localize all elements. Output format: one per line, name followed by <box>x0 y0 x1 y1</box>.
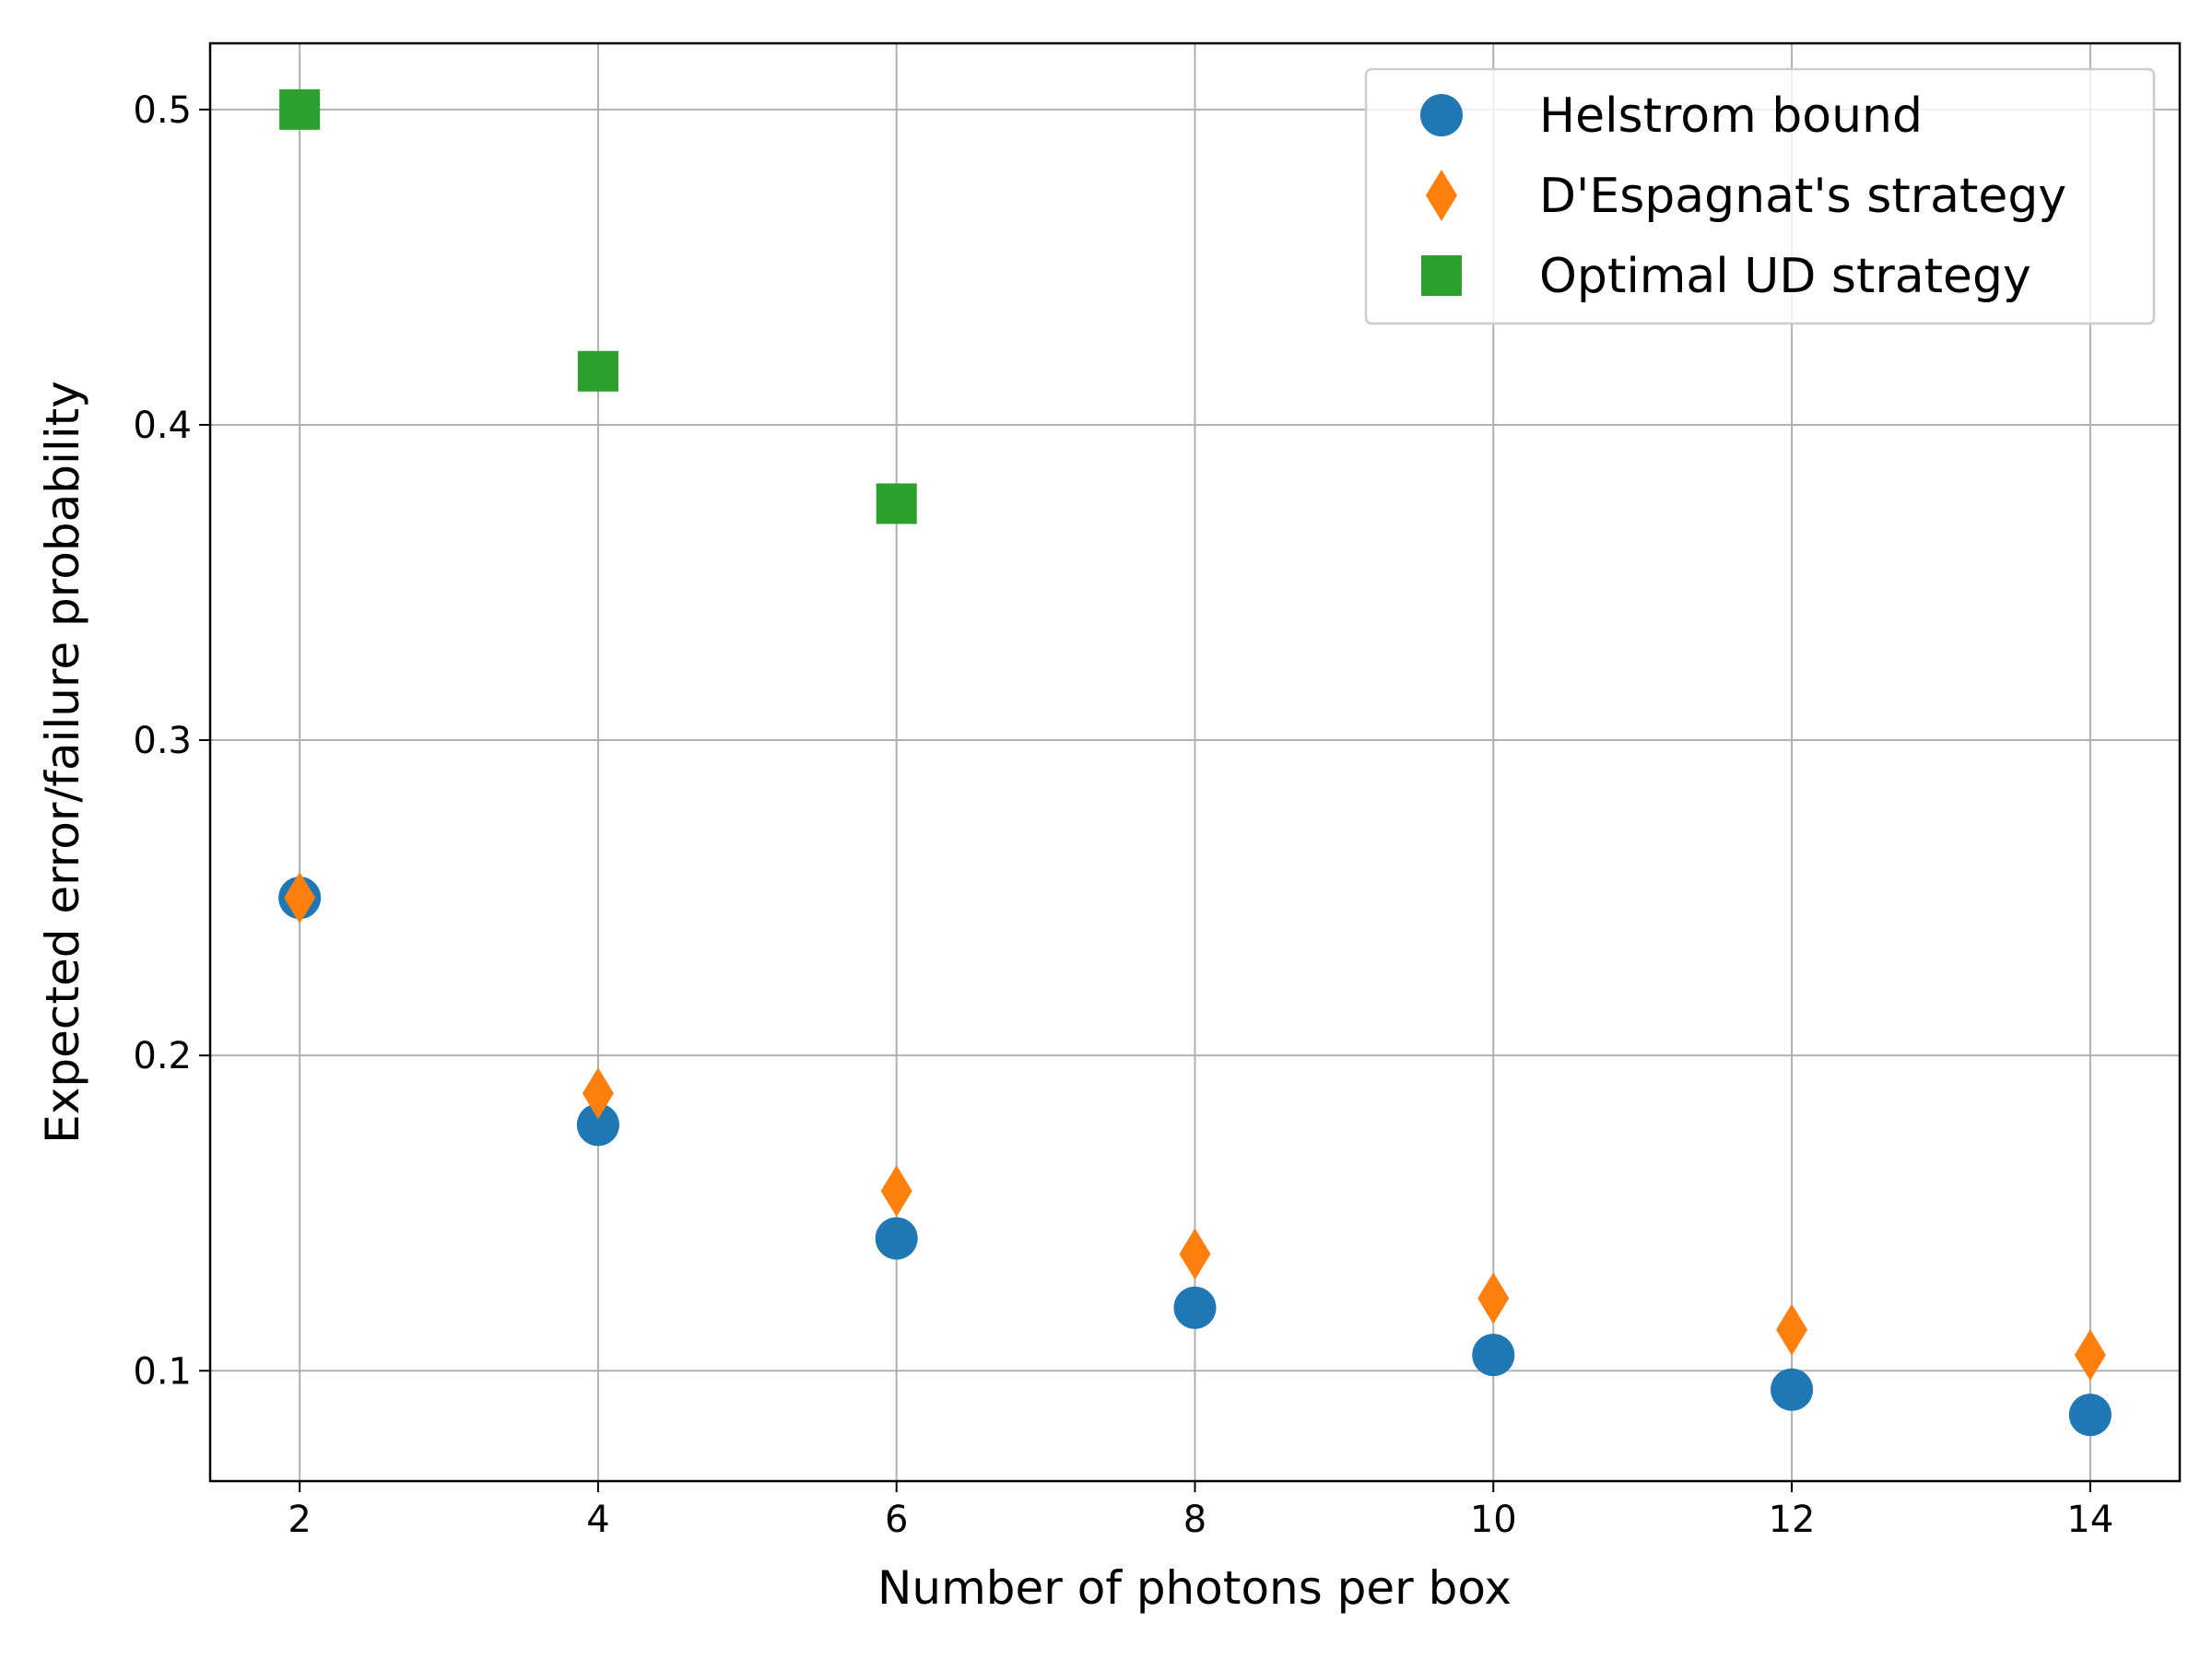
x-tick-label: 10 <box>1470 1499 1517 1541</box>
legend: Helstrom bound D'Espagnat's strategy Optim… <box>1364 67 2156 325</box>
x-tick-label: 12 <box>1769 1499 1816 1541</box>
y-tick-label: 0.2 <box>133 1035 192 1077</box>
diamond-point <box>1776 1303 1808 1356</box>
square-point <box>279 88 321 130</box>
x-tick-label: 6 <box>885 1499 908 1541</box>
ticks: 2 4 6 8 10 12 14 0.1 0.2 0.3 0.4 0.5 <box>133 89 2113 1541</box>
legend-label: Optimal UD strategy <box>1539 249 2031 304</box>
diamond-point <box>1179 1228 1211 1280</box>
diamond-point <box>2074 1329 2106 1382</box>
legend-diamond-marker <box>1426 170 1457 221</box>
diamond-point <box>582 1067 614 1120</box>
y-axis-label: Expected error/failure probability <box>36 381 89 1144</box>
circle-point <box>1771 1368 1814 1411</box>
circle-point <box>1472 1334 1515 1377</box>
y-tick-label: 0.5 <box>133 89 192 132</box>
y-tick-label: 0.3 <box>133 720 192 762</box>
circle-point <box>576 1103 619 1147</box>
circle-point <box>1173 1286 1217 1329</box>
legend-square-marker <box>1421 255 1462 296</box>
grid <box>210 43 2180 1481</box>
diamond-point <box>880 1165 912 1218</box>
diamond-point <box>1477 1272 1510 1324</box>
x-tick-label: 8 <box>1183 1499 1206 1541</box>
circle-point <box>875 1217 918 1260</box>
circle-point <box>2068 1394 2112 1437</box>
square-point <box>577 350 618 392</box>
legend-label: D'Espagnat's strategy <box>1539 169 2066 224</box>
square-point <box>876 483 917 524</box>
y-tick-label: 0.4 <box>133 405 192 447</box>
diamond-point <box>284 872 316 924</box>
y-tick-label: 0.1 <box>133 1350 192 1393</box>
x-tick-label: 4 <box>586 1499 609 1541</box>
legend-label: Helstrom bound <box>1539 88 1923 144</box>
legend-box <box>1364 67 2156 325</box>
x-tick-label: 14 <box>2066 1499 2113 1541</box>
x-axis-label: Number of photons per box <box>877 1561 1512 1615</box>
legend-circle-marker <box>1420 94 1463 136</box>
x-tick-label: 2 <box>288 1499 311 1541</box>
data-points <box>278 88 2112 1437</box>
